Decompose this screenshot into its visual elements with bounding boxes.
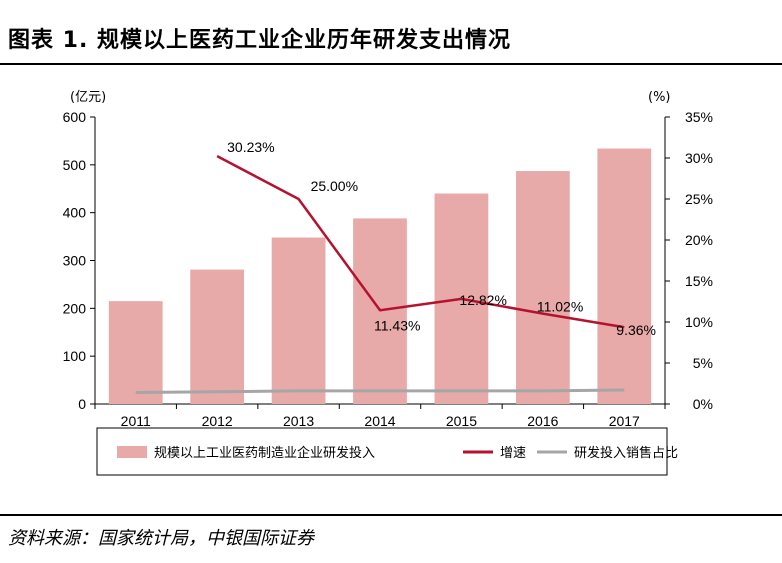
bar (515, 171, 570, 404)
y-tick-label-left: 600 (63, 109, 87, 125)
page-title: 图表 1. 规模以上医药工业企业历年研发支出情况 (8, 28, 511, 53)
y-tick-label-right: 20% (685, 232, 713, 248)
x-tick-label: 2012 (202, 413, 233, 429)
y-tick-label-left: 500 (63, 157, 87, 173)
y-tick-label-right: 10% (685, 314, 713, 330)
x-tick-label: 2014 (364, 413, 395, 429)
axes: 0 100 200 300 400 500 600 0% 5% 10% 15% 20% 25% 30% 35… (63, 90, 713, 429)
y-unit-left: (亿元) (70, 90, 106, 105)
growth-line (216, 155, 625, 329)
x-tick-label: 2015 (446, 413, 477, 429)
title-rule (0, 63, 782, 65)
y-tick-label-right: 25% (685, 191, 713, 207)
x-tick-label: 2013 (283, 413, 314, 429)
growth-data-label: 25.00% (311, 178, 358, 194)
source-rule (0, 514, 782, 516)
source-note: 资料来源：国家统计局，中银国际证券 (8, 528, 314, 549)
x-tick-label: 2016 (527, 413, 558, 429)
growth-data-label: 9.36% (616, 322, 656, 338)
y-tick-label-left: 0 (78, 396, 86, 412)
growth-data-label: 12.82% (459, 292, 506, 308)
bar (271, 237, 326, 404)
growth-data-label: 11.43% (374, 317, 420, 333)
line-series (135, 155, 625, 395)
bar (108, 301, 163, 404)
legend: 规模以上工业医药制造业企业研发投入 增速 研发投入销售占比 (96, 427, 678, 476)
growth-data-label: 30.23% (227, 139, 274, 155)
ratio-line (135, 388, 625, 395)
y-unit-right: (%) (648, 90, 671, 105)
y-tick-label-left: 300 (63, 253, 87, 269)
legend-label-growth: 增速 (500, 446, 526, 461)
y-tick-label-left: 400 (63, 205, 87, 221)
legend-label-bar: 规模以上工业医药制造业企业研发投入 (154, 445, 375, 461)
y-tick-label-right: 15% (685, 273, 713, 289)
y-tick-label-left: 200 (63, 300, 87, 316)
y-tick-label-right: 0% (693, 396, 713, 412)
y-tick-label-right: 30% (685, 150, 713, 166)
legend-frame (96, 427, 668, 476)
y-tick-label-left: 100 (63, 348, 87, 364)
x-tick-label: 2011 (121, 413, 151, 429)
x-tick-label: 2017 (609, 413, 640, 429)
growth-data-label: 11.02% (537, 299, 583, 315)
y-tick-label-right: 5% (693, 355, 713, 371)
bar (597, 148, 652, 404)
legend-label-ratio: 研发投入销售占比 (574, 445, 678, 461)
bar (190, 269, 245, 404)
legend-swatch-bar (117, 446, 147, 458)
data-labels: 30.23% 25.00% 11.43% 12.82% 11.02% 9.36% (227, 139, 656, 338)
y-tick-label-right: 35% (685, 109, 713, 125)
bar-series (108, 148, 652, 404)
